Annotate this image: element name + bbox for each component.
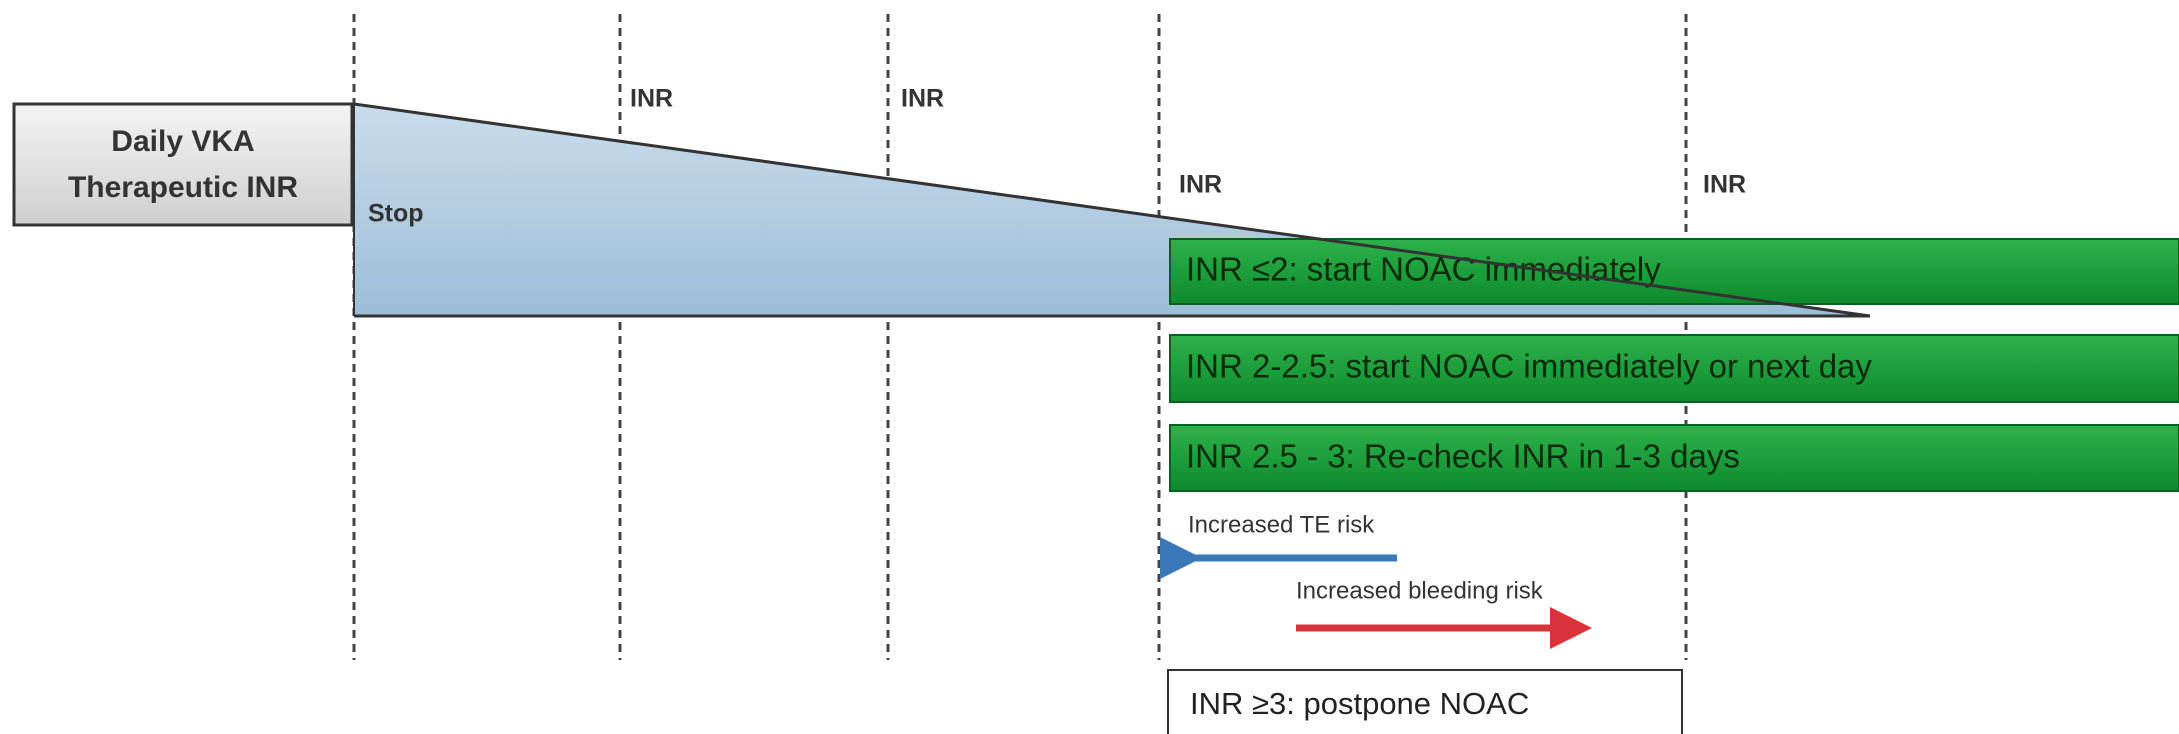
stop-label: Stop [368, 200, 424, 228]
inr-label: INR [1179, 171, 1222, 199]
bar-label: INR ≤2: start NOAC immediately [1186, 251, 1661, 288]
te-risk-label: Increased TE risk [1188, 511, 1375, 538]
postpone-label: INR ≥3: postpone NOAC [1190, 686, 1529, 721]
inr-label: INR [901, 85, 944, 113]
inr-label: INR [630, 85, 673, 113]
bars: INR ≤2: start NOAC immediately INR 2-2.5… [1169, 238, 2179, 492]
inr-label: INR [1703, 171, 1746, 199]
start-box [12, 102, 354, 227]
dashed-lines [352, 14, 1688, 660]
start-box-line: Daily VKA [111, 125, 254, 158]
start-box-line: Therapeutic INR [68, 171, 298, 204]
bar-label: INR 2.5 - 3: Re-check INR in 1-3 days [1186, 438, 1740, 475]
postpone-box [1167, 669, 1683, 734]
bar-label: INR 2-2.5: start NOAC immediately or nex… [1186, 348, 1872, 385]
green-bar [1169, 424, 2179, 492]
bleeding-risk-label: Increased bleeding risk [1296, 577, 1544, 604]
green-bar [1169, 238, 2179, 305]
taper-line [353, 102, 1871, 318]
green-bar [1169, 334, 2179, 403]
